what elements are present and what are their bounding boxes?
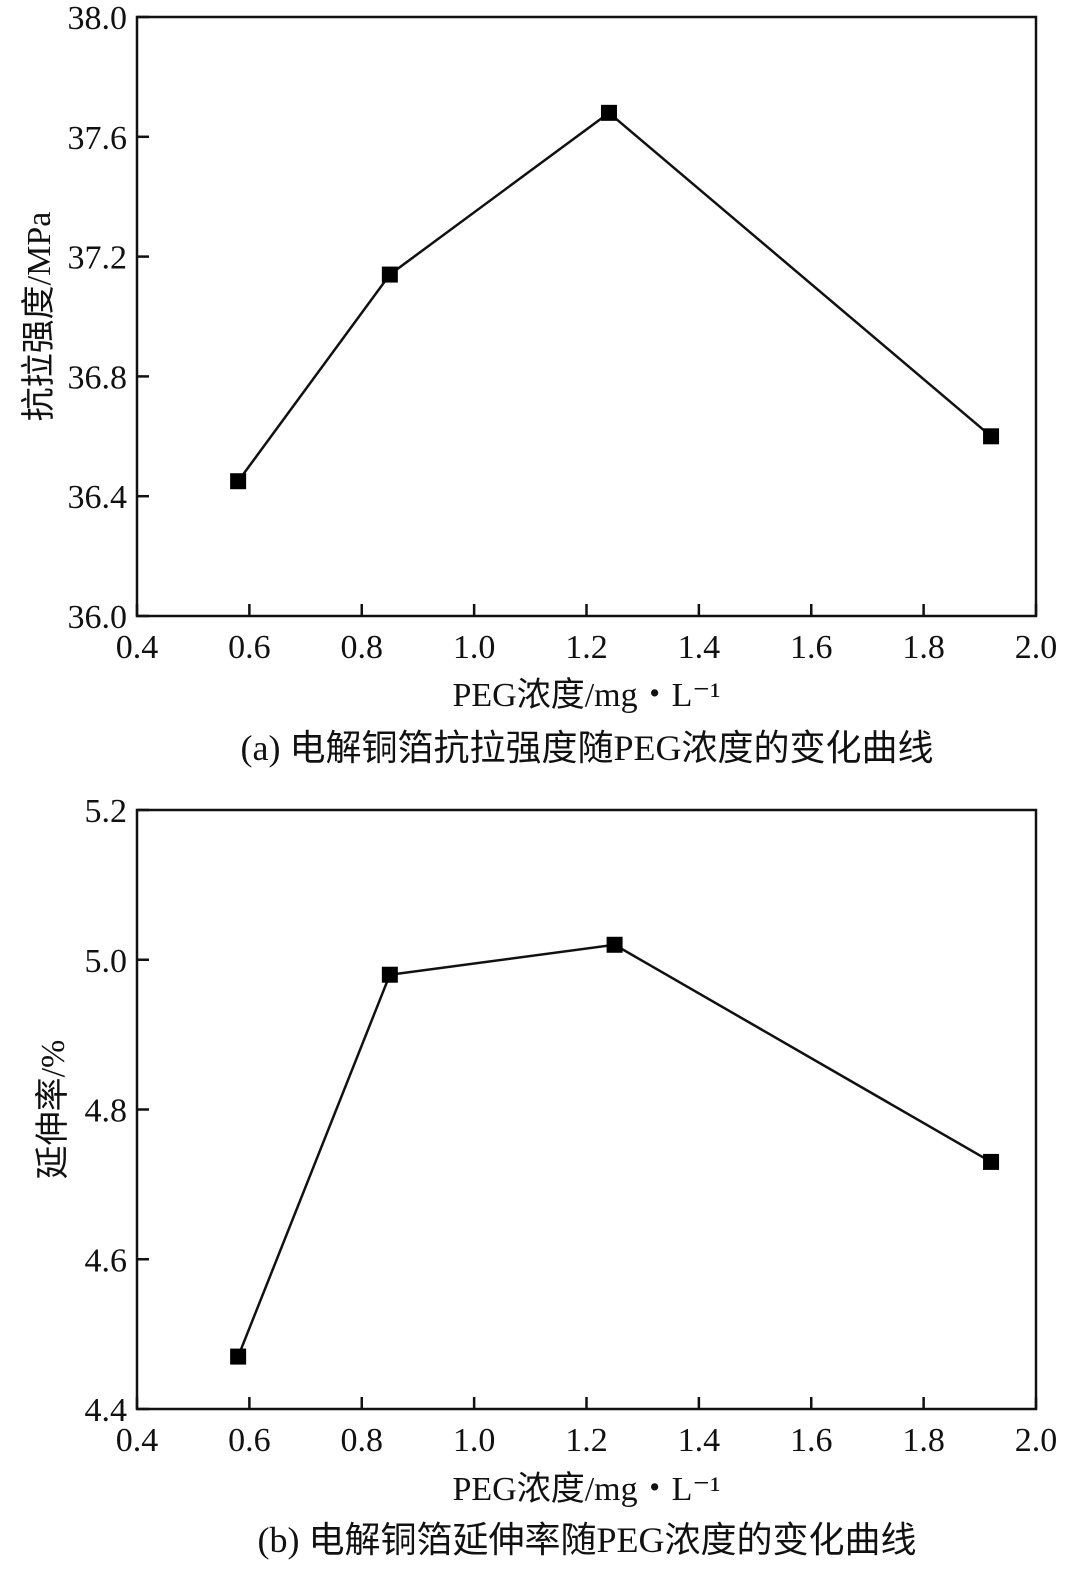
x-tick-label: 0.6	[228, 1422, 271, 1459]
x-axis-title: PEG浓度/mg・L⁻¹	[452, 1470, 720, 1508]
x-tick-label: 1.4	[678, 1422, 721, 1459]
y-axis-title: 抗拉强度/MPa	[20, 212, 58, 422]
y-tick-label: 36.0	[68, 599, 128, 636]
y-tick-label: 5.2	[85, 793, 128, 830]
x-tick-label: 0.4	[116, 629, 159, 666]
data-point	[230, 1348, 247, 1365]
y-tick-label: 37.2	[68, 240, 128, 277]
plot-frame	[135, 15, 1038, 618]
x-tick-label: 1.6	[790, 629, 833, 666]
data-point	[230, 473, 247, 490]
data-point	[983, 1153, 1000, 1170]
y-tick-label: 4.4	[85, 1392, 128, 1429]
series-line	[237, 111, 992, 482]
x-tick-label: 2.0	[1015, 1422, 1058, 1459]
x-tick-label: 0.6	[228, 629, 271, 666]
y-tick-label: 4.8	[85, 1093, 128, 1130]
tick-labels: 0.4 0.6 0.8 1.0 1.2 1.4 1.6 1.8 2.0 4.4 4.6 4.8 5.0 5…	[85, 793, 1058, 1459]
x-axis-title: PEG浓度/mg・L⁻¹	[452, 676, 720, 714]
x-tick-label: 2.0	[1015, 629, 1058, 666]
series-line	[236, 943, 992, 1358]
y-tick-label: 36.8	[68, 359, 128, 396]
data-point	[600, 104, 617, 121]
x-tick-label: 1.0	[453, 1422, 496, 1459]
y-tick-label: 36.4	[68, 479, 128, 516]
data-point	[606, 936, 623, 953]
y-tick-label: 37.6	[68, 120, 128, 157]
axis-ticks	[135, 808, 1038, 1411]
data-point	[983, 428, 1000, 445]
data-point	[381, 966, 398, 983]
data-point	[381, 266, 398, 283]
x-tick-label: 1.4	[678, 629, 721, 666]
chart-panel-b: 0.4 0.6 0.8 1.0 1.2 1.4 1.6 1.8 2.0 4.4 4.6 4.8 5.0 5…	[34, 793, 1057, 1560]
x-tick-label: 1.8	[902, 1422, 945, 1459]
figure-caption: (a) 电解铜箔抗拉强度随PEG浓度的变化曲线	[241, 728, 934, 768]
tick-labels: 0.4 0.6 0.8 1.0 1.2 1.4 1.6 1.8 2.0 36.0 36.4 36.8 3…	[68, 0, 1058, 666]
y-tick-label: 5.0	[85, 943, 128, 980]
x-tick-label: 0.8	[341, 629, 384, 666]
axis-ticks	[135, 15, 1038, 618]
y-axis-title: 延伸率/%	[34, 1040, 72, 1180]
chart-panel-a: 0.4 0.6 0.8 1.0 1.2 1.4 1.6 1.8 2.0 36.0 36.4 36.8 3…	[20, 0, 1057, 768]
figure-caption: (b) 电解铜箔延伸率随PEG浓度的变化曲线	[258, 1520, 917, 1560]
x-tick-label: 1.0	[453, 629, 496, 666]
x-tick-label: 1.2	[565, 629, 608, 666]
x-tick-label: 0.8	[341, 1422, 384, 1459]
x-tick-label: 1.8	[902, 629, 945, 666]
x-tick-label: 1.6	[790, 1422, 833, 1459]
series-markers	[230, 104, 1000, 490]
x-tick-label: 0.4	[116, 1422, 159, 1459]
series-markers	[230, 936, 1000, 1365]
y-tick-label: 4.6	[85, 1242, 128, 1279]
y-tick-label: 38.0	[68, 0, 128, 37]
x-tick-label: 1.2	[565, 1422, 608, 1459]
